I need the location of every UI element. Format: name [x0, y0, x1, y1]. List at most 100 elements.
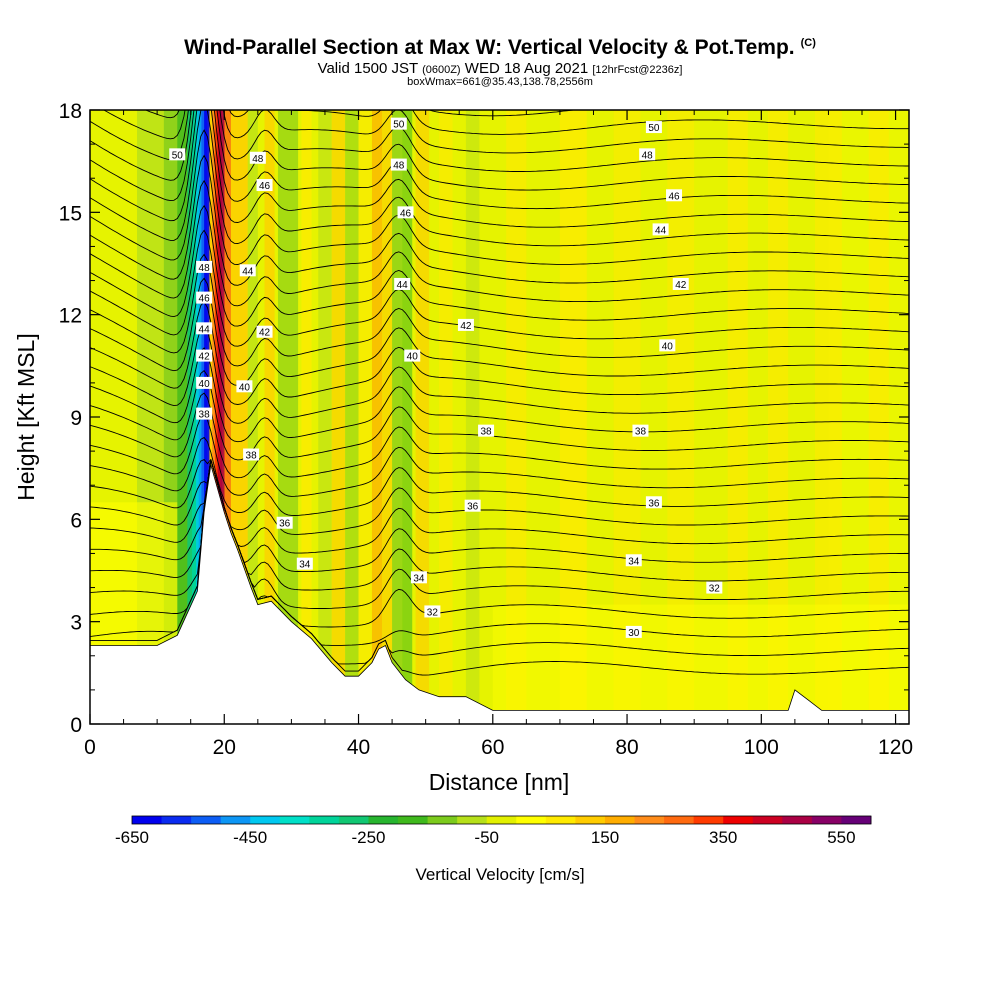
theta-label-text: 46	[668, 191, 680, 202]
theta-label: 40	[404, 349, 421, 363]
colorbar-swatch	[664, 816, 695, 824]
theta-label: 46	[256, 179, 273, 192]
x-tick-label: 120	[878, 736, 913, 759]
theta-label: 48	[390, 158, 407, 172]
x-tick-label: 0	[84, 736, 96, 759]
theta-contour	[90, 229, 909, 347]
theta-label-text: 34	[413, 573, 425, 584]
theta-label-text: 48	[252, 154, 264, 165]
theta-label-box	[652, 223, 669, 236]
colorbar-tick-label: 150	[591, 828, 619, 847]
velocity-band	[868, 110, 889, 724]
theta-label-box	[625, 625, 642, 638]
theta-label-text: 44	[655, 225, 667, 236]
colorbar-swatch	[427, 816, 458, 824]
theta-contour	[90, 0, 909, 42]
colorbar-tick-label: -650	[115, 828, 149, 847]
theta-label-text: 40	[662, 341, 674, 352]
theta-contour	[90, 110, 909, 228]
theta-label: 34	[410, 571, 427, 584]
theta-label: 38	[478, 424, 495, 438]
colorbar-swatch	[841, 816, 872, 824]
theta-label-box	[659, 339, 676, 352]
theta-label-text: 46	[400, 208, 412, 219]
y-tick-label: 9	[70, 407, 82, 430]
velocity-band	[220, 110, 225, 724]
theta-contour	[90, 204, 909, 327]
colorbar-swatch	[191, 816, 222, 824]
theta-label-box	[169, 148, 186, 161]
theta-label-text: 32	[427, 607, 439, 618]
valid-time: Valid 1500 JST	[317, 60, 418, 77]
x-tick-label: 100	[744, 736, 779, 759]
theta-label-text: 48	[642, 150, 654, 161]
theta-contour	[90, 414, 909, 497]
theta-contour	[428, 110, 909, 117]
colorbar-swatch	[220, 816, 251, 824]
y-tick-label: 18	[59, 100, 82, 123]
theta-label: 34	[625, 554, 642, 567]
colorbar-tick-label: -250	[351, 828, 385, 847]
colorbar-swatch	[457, 816, 488, 824]
theta-label-text: 36	[467, 502, 479, 513]
colorbar-frame	[131, 815, 872, 825]
theta-contour	[90, 110, 909, 210]
colorbar-swatch	[575, 816, 606, 824]
velocity-band	[318, 110, 332, 724]
theta-label-box	[196, 322, 213, 335]
theta-label: 46	[196, 291, 213, 305]
theta-label-box	[478, 424, 495, 437]
velocity-band	[382, 110, 393, 724]
theta-label-text: 50	[648, 123, 660, 134]
box-wmax-line: boxWmax=661@35.43,138.78,2556m	[407, 76, 593, 88]
theta-label: 30	[625, 625, 642, 639]
theta-label-box	[672, 277, 689, 290]
x-tick-label: 20	[213, 736, 236, 759]
theta-label: 34	[296, 557, 313, 571]
colorbar-tick-label: -450	[233, 828, 267, 847]
velocity-band	[371, 110, 383, 724]
theta-label: 48	[196, 260, 213, 274]
theta-label: 36	[464, 499, 481, 513]
velocity-band	[301, 110, 312, 724]
theta-label-text: 34	[628, 556, 640, 567]
theta-contour-labels: 50 48 46 50 48 46 50 48 46 44 48 46 44 42 40 38 44 44 42 42…	[169, 117, 723, 639]
velocity-band	[345, 110, 359, 724]
colorbar-swatch	[516, 816, 547, 824]
theta-label-box	[276, 516, 293, 529]
theta-label-box	[394, 277, 411, 290]
y-tick-label: 3	[70, 612, 82, 635]
theta-label: 38	[196, 407, 213, 421]
theta-label-box	[464, 499, 481, 512]
chart-title-text: Wind-Parallel Section at Max W: Vertical…	[184, 36, 795, 59]
theta-label: 46	[397, 206, 414, 219]
colorbar-swatch	[693, 816, 724, 824]
theta-label: 40	[236, 380, 253, 393]
theta-label-text: 34	[299, 560, 311, 571]
velocity-band	[214, 110, 220, 724]
y-tick-label: 12	[59, 305, 82, 328]
theta-label-box	[625, 554, 642, 567]
theta-label-box	[424, 605, 441, 618]
theta-label-text: 42	[259, 328, 271, 339]
theta-label-text: 42	[199, 352, 211, 363]
theta-label-box	[645, 496, 662, 509]
theta-contour	[90, 301, 909, 405]
theta-label: 44	[239, 264, 256, 277]
theta-label: 42	[196, 349, 213, 363]
theta-label-box	[239, 264, 256, 277]
theta-label-text: 30	[628, 628, 640, 639]
velocity-band	[402, 110, 413, 724]
theta-contour	[90, 0, 909, 60]
theta-label-text: 38	[481, 427, 493, 438]
theta-label-box	[404, 349, 421, 362]
theta-label: 42	[457, 318, 474, 332]
colorbar-swatch	[368, 816, 399, 824]
theta-label-text: 42	[460, 321, 472, 332]
colorbar-tick-label: -50	[474, 828, 499, 847]
colorbar-swatch	[782, 816, 813, 824]
theta-contour	[103, 110, 909, 154]
theta-label-text: 40	[407, 352, 419, 363]
theta-label: 50	[390, 117, 407, 131]
theta-label-text: 32	[709, 584, 721, 595]
